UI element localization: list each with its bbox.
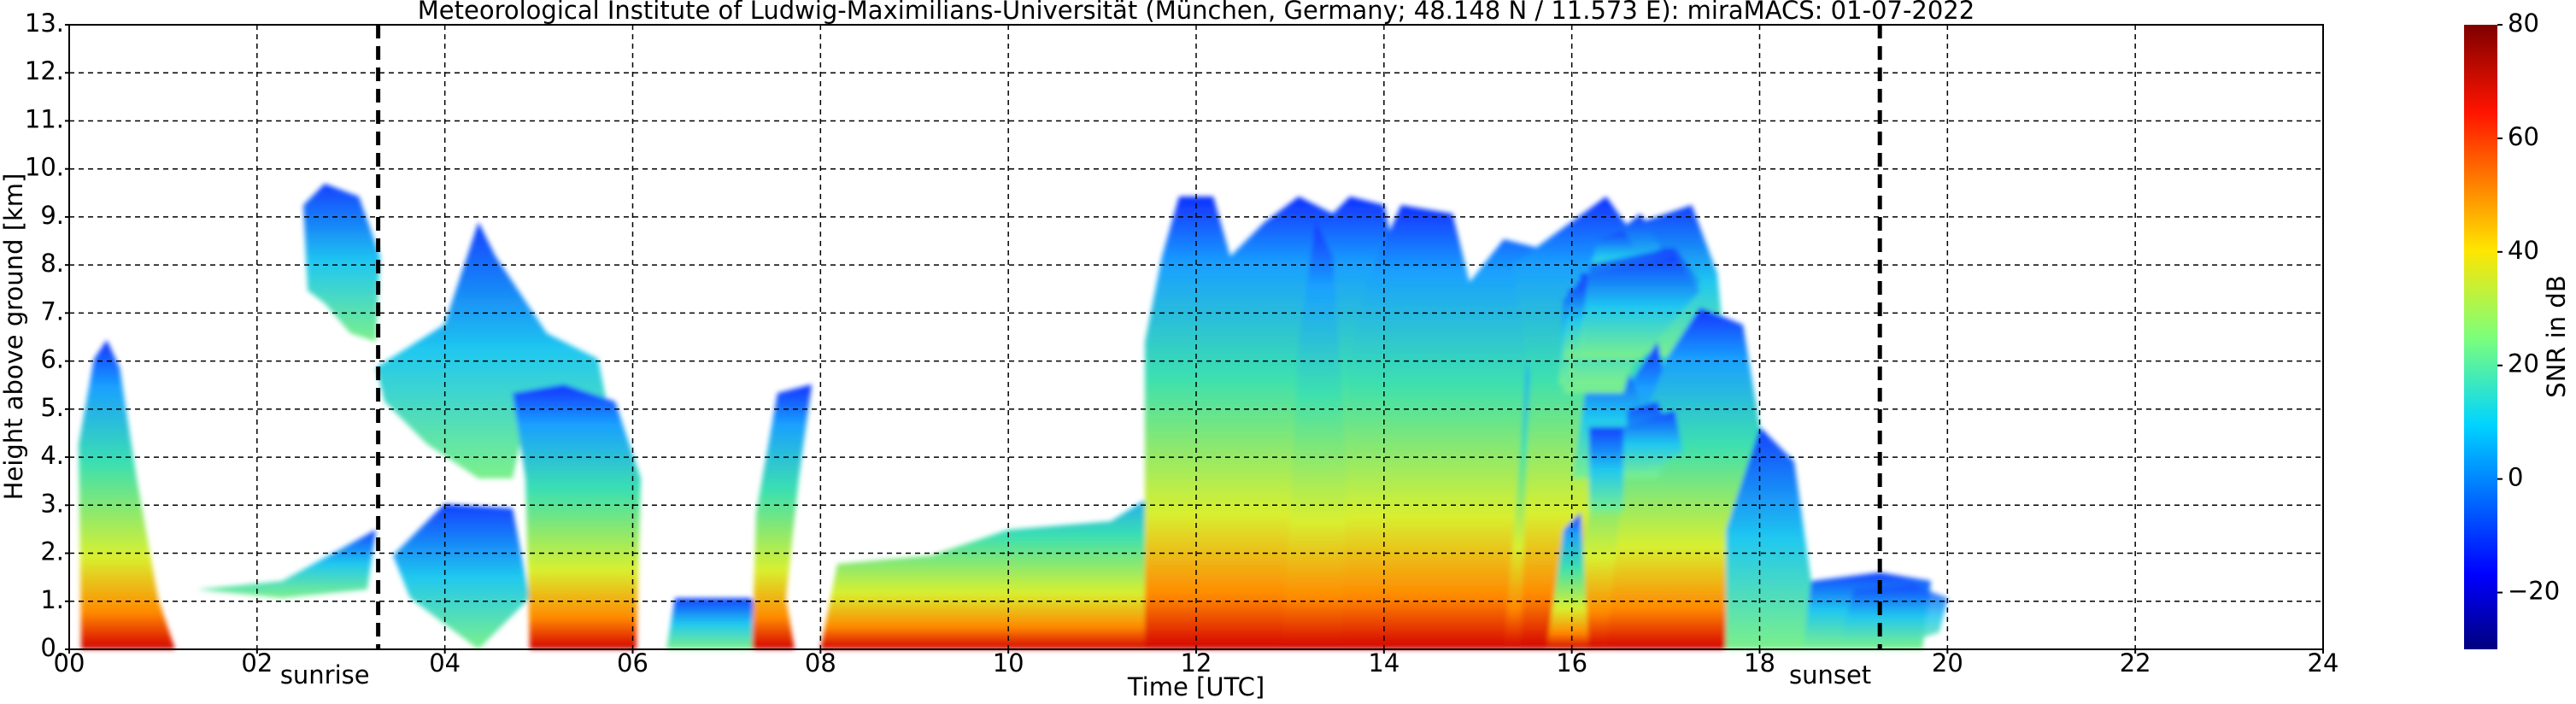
colorbar bbox=[2464, 25, 2497, 649]
y-axis-label: Height above ground [km] bbox=[0, 173, 28, 501]
y-tick-label: 0. bbox=[40, 633, 64, 662]
colorbar-tick-label: −20 bbox=[2508, 577, 2560, 606]
y-tick-label: 7. bbox=[40, 296, 64, 326]
annotation-label: sunrise bbox=[280, 660, 370, 689]
y-tick-label: 6. bbox=[40, 345, 64, 374]
y-tick-label: 4. bbox=[40, 441, 64, 470]
y-tick-label: 8. bbox=[40, 249, 64, 278]
y-tick-label: 2. bbox=[40, 537, 64, 566]
chart-title: Meteorological Institute of Ludwig-Maxim… bbox=[418, 0, 1975, 25]
colorbar-tick-label: 60 bbox=[2508, 122, 2539, 151]
y-tick-label: 11. bbox=[25, 104, 64, 133]
y-tick-label: 10. bbox=[25, 153, 64, 182]
y-tick-label: 3. bbox=[40, 489, 64, 518]
radar-echoes bbox=[79, 184, 1948, 649]
colorbar-tick-label: 40 bbox=[2508, 236, 2539, 265]
y-tick-label: 5. bbox=[40, 393, 64, 422]
y-tick-label: 9. bbox=[40, 201, 64, 230]
colorbar-tick-label: 20 bbox=[2508, 349, 2539, 378]
y-tick-label: 13. bbox=[25, 9, 64, 38]
y-tick-label: 12. bbox=[25, 56, 64, 85]
colorbar-tick-label: 0 bbox=[2508, 463, 2523, 492]
colorbar-label: SNR in dB bbox=[2542, 275, 2571, 397]
x-axis-label: Time [UTC] bbox=[1127, 672, 1265, 701]
y-tick-label: 1. bbox=[40, 585, 64, 614]
annotation-label: sunset bbox=[1789, 660, 1871, 689]
colorbar-tick-label: 80 bbox=[2508, 9, 2539, 38]
